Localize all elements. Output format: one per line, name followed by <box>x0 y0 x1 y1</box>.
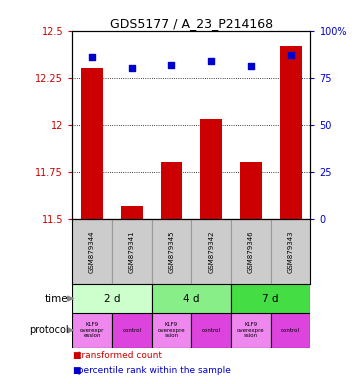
Text: protocol: protocol <box>29 325 69 335</box>
Point <box>129 65 135 71</box>
Text: GSM879342: GSM879342 <box>208 230 214 273</box>
Bar <box>280 46 301 219</box>
Text: GSM879346: GSM879346 <box>248 230 254 273</box>
Bar <box>191 313 231 348</box>
Bar <box>81 68 103 219</box>
Bar <box>200 119 222 219</box>
Bar <box>112 219 152 284</box>
Point <box>89 54 95 60</box>
Bar <box>191 219 231 284</box>
Bar <box>72 284 152 313</box>
Text: 7 d: 7 d <box>262 293 279 304</box>
Text: time: time <box>45 293 69 304</box>
Text: ■: ■ <box>72 351 81 360</box>
Bar <box>161 162 182 219</box>
Bar <box>231 284 310 313</box>
Bar <box>72 219 112 284</box>
Text: GSM879344: GSM879344 <box>89 230 95 273</box>
Bar <box>152 313 191 348</box>
Text: 2 d: 2 d <box>104 293 120 304</box>
Text: transformed count: transformed count <box>72 351 162 360</box>
Text: control: control <box>202 328 221 333</box>
Text: control: control <box>281 328 300 333</box>
Text: GSM879341: GSM879341 <box>129 230 135 273</box>
Text: percentile rank within the sample: percentile rank within the sample <box>72 366 231 375</box>
Bar <box>240 162 262 219</box>
Text: KLF9
overexpr
ession: KLF9 overexpr ession <box>80 322 104 338</box>
Bar <box>231 219 271 284</box>
Text: control: control <box>122 328 141 333</box>
Text: ■: ■ <box>72 366 81 375</box>
Text: GSM879343: GSM879343 <box>288 230 293 273</box>
Point <box>169 61 174 68</box>
Bar <box>271 313 310 348</box>
Point <box>208 58 214 64</box>
Bar <box>152 219 191 284</box>
Point <box>248 63 254 70</box>
Point <box>288 52 293 58</box>
Bar <box>152 284 231 313</box>
Bar <box>72 313 112 348</box>
Title: GDS5177 / A_23_P214168: GDS5177 / A_23_P214168 <box>110 17 273 30</box>
Text: 4 d: 4 d <box>183 293 200 304</box>
Bar <box>121 206 143 219</box>
Bar <box>112 313 152 348</box>
Text: GSM879345: GSM879345 <box>169 230 174 273</box>
Bar <box>271 219 310 284</box>
Text: KLF9
overexpre
ssion: KLF9 overexpre ssion <box>158 322 185 338</box>
Bar <box>231 313 271 348</box>
Text: KLF9
overexpre
ssion: KLF9 overexpre ssion <box>237 322 265 338</box>
